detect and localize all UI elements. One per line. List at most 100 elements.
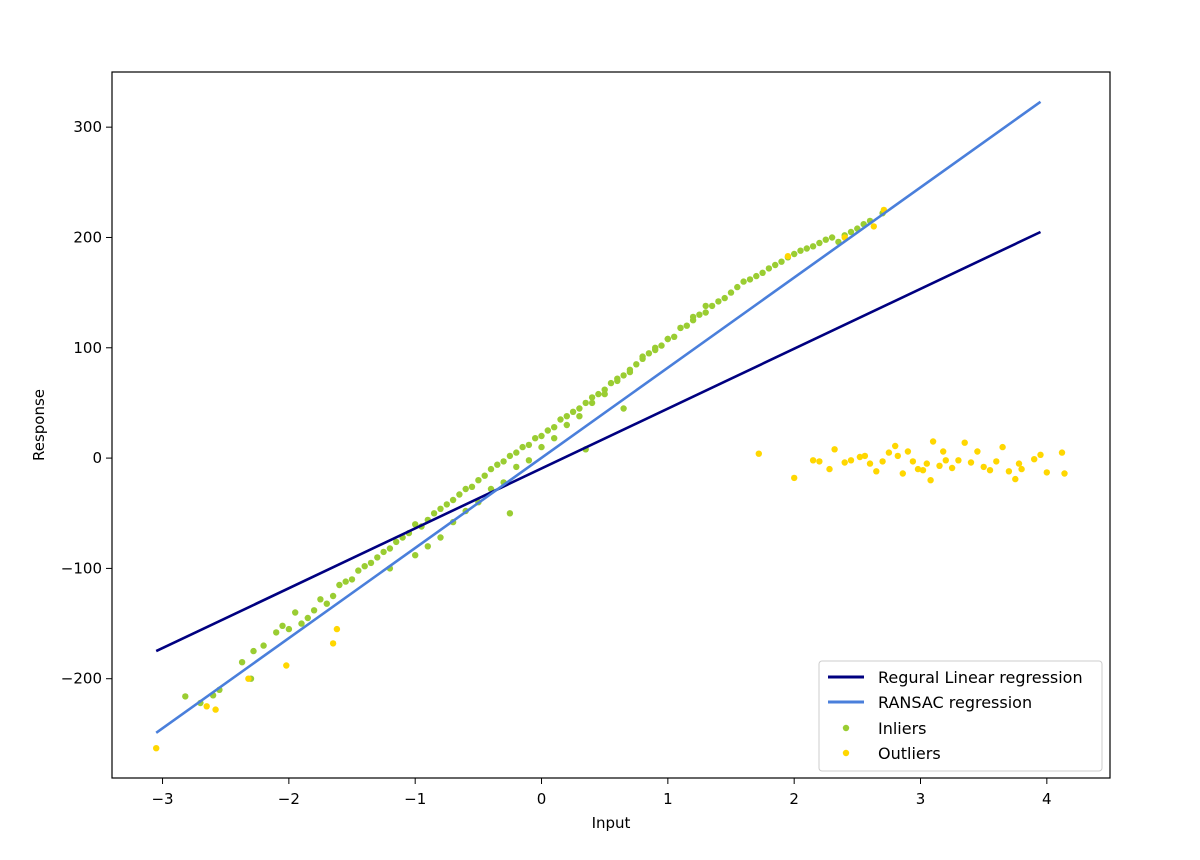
inliers-point [765,265,773,272]
y-axis-label: Response [30,389,48,461]
inliers-point [449,496,457,504]
outliers-point [936,462,943,469]
inliers-point [652,346,659,354]
outliers-point [847,457,855,464]
inliers-point [721,294,728,302]
outliers-point [755,450,762,457]
outliers-point [942,457,949,464]
legend-label-linear: Regural Linear regression [878,668,1083,687]
inliers-point [772,261,779,269]
inliers-point [683,322,690,329]
inliers-point [437,505,444,512]
inliers-point [740,278,747,285]
outliers-point [961,439,968,446]
inliers-point [822,236,829,243]
inliers-point [386,545,394,552]
inliers-point [727,289,735,296]
outliers-point [1061,470,1068,477]
y-tick-label: −200 [61,670,102,688]
x-tick-label: 2 [789,790,799,808]
outliers-point [791,474,798,482]
outliers-point [1015,460,1023,467]
inliers-point [778,258,785,265]
y-tick-label: −100 [61,559,102,577]
outliers-point [329,640,337,647]
inliers-point [588,394,596,401]
outliers-point [892,442,899,450]
y-tick-label: 200 [73,228,102,246]
inliers-point [803,245,810,252]
legend-label-outliers: Outliers [878,744,941,763]
inliers-point [329,592,337,600]
inliers-point [374,554,381,561]
inliers-point [298,620,305,627]
outliers-point [967,459,975,466]
inliers-point [336,581,343,589]
outliers-point [999,443,1006,451]
inliers-point [563,413,570,420]
inliers-point [671,333,678,340]
plot-frame [111,71,1111,779]
inliers-point [323,600,330,607]
inliers-point [500,458,507,465]
outliers-point [923,460,930,467]
inliers-point [380,548,387,556]
inliers-point [576,413,583,420]
outliers-point [333,625,341,633]
inliers-point [601,390,608,398]
legend-box [818,660,1103,772]
inliers-point [481,472,488,479]
inliers-point [797,247,804,254]
outliers-point [212,706,219,713]
series-outliers [153,206,1068,752]
outliers-point [826,465,833,473]
outliers-point [1058,449,1066,456]
inliers-point [342,578,349,585]
inliers-point [633,361,640,368]
inliers-point [582,399,589,407]
x-axis-label: Input [592,814,631,832]
inliers-point [292,609,299,616]
outliers-point [986,467,994,474]
outliers-point [1005,468,1013,475]
inliers-point [279,622,286,629]
inliers-point [506,452,514,460]
outliers-point [940,448,947,455]
outliers-point [929,438,937,445]
x-tick-label: 3 [916,790,926,808]
legend: Regural Linear regression RANSAC regress… [818,660,1103,772]
inliers-point [525,441,533,449]
inliers-point [677,324,684,332]
outliers-point [203,703,210,710]
outliers-point [914,465,922,473]
inliers-point [437,534,444,541]
y-tick-label: 100 [73,339,102,357]
inliers-point [847,228,855,236]
outliers-point [899,470,906,477]
x-tick-label: 1 [663,790,673,808]
inliers-point [367,559,375,567]
inliers-point [285,625,293,633]
inliers-point [443,501,450,508]
x-tick-label: −3 [151,790,173,808]
inliers-point [569,408,577,415]
inliers-point [809,243,817,250]
inliers-point [361,563,368,570]
inliers-point [601,386,608,393]
outliers-point [927,477,934,484]
inliers-point [487,465,495,473]
inliers-point [689,313,697,321]
inliers-point [746,276,754,283]
inliers-point [620,405,627,412]
x-axis: −3 −2 −1 0 1 2 3 4 [151,778,1052,808]
inliers-point [759,269,766,276]
inliers-point [238,659,246,666]
inliers-point [506,510,514,517]
legend-label-ransac: RANSAC regression [878,693,1032,712]
outliers-point [1031,456,1038,463]
inliers-point [614,377,621,385]
outliers-point [861,452,869,460]
inliers-point [412,552,419,559]
outliers-point [866,460,874,467]
inliers-point [734,283,741,291]
